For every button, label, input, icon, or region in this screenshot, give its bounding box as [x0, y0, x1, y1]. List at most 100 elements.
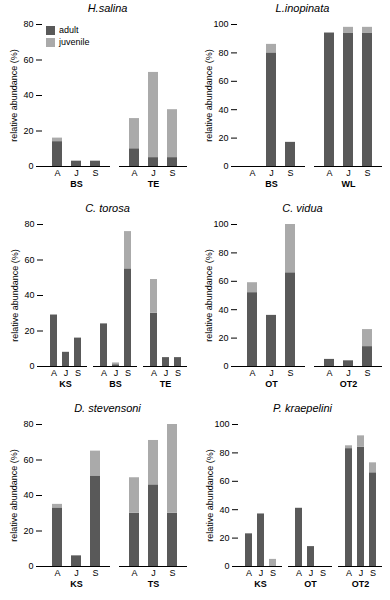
- svg-text:A: A: [296, 568, 302, 578]
- svg-text:BS: BS: [265, 179, 278, 189]
- svg-text:80: 80: [24, 219, 34, 229]
- svg-text:S: S: [75, 368, 81, 378]
- svg-text:relative abundance (%): relative abundance (%): [10, 249, 20, 342]
- svg-text:S: S: [287, 168, 293, 178]
- svg-text:BS: BS: [70, 179, 83, 189]
- svg-text:40: 40: [24, 290, 34, 300]
- svg-text:60: 60: [218, 276, 228, 286]
- svg-text:A: A: [346, 568, 352, 578]
- svg-text:relative abundance (%): relative abundance (%): [204, 249, 214, 342]
- svg-text:0: 0: [28, 561, 33, 571]
- svg-text:80: 80: [218, 248, 228, 258]
- svg-text:A: A: [249, 168, 255, 178]
- svg-text:relative abundance (%): relative abundance (%): [9, 449, 19, 542]
- svg-text:0: 0: [28, 161, 33, 171]
- svg-text:A: A: [151, 368, 157, 378]
- svg-text:A: A: [131, 168, 137, 178]
- svg-text:S: S: [320, 568, 326, 578]
- svg-text:J: J: [74, 568, 79, 578]
- svg-text:100: 100: [213, 219, 228, 229]
- svg-text:KS: KS: [59, 379, 72, 389]
- svg-text:BS: BS: [109, 379, 122, 389]
- html-text:C. torosa: C. torosa: [85, 202, 130, 214]
- svg-text:J: J: [64, 368, 69, 378]
- svg-text:relative abundance (%): relative abundance (%): [9, 49, 19, 142]
- svg-text:TS: TS: [148, 579, 160, 589]
- svg-text:relative abundance (%): relative abundance (%): [205, 449, 215, 542]
- svg-text:J: J: [164, 368, 169, 378]
- svg-text:20: 20: [218, 333, 228, 343]
- svg-text:20: 20: [219, 533, 229, 543]
- svg-text:A: A: [131, 568, 137, 578]
- svg-text:A: A: [249, 368, 255, 378]
- svg-text:J: J: [346, 168, 351, 178]
- svg-text:A: A: [246, 568, 252, 578]
- svg-text:80: 80: [218, 48, 228, 58]
- svg-text:20: 20: [24, 326, 34, 336]
- svg-text:S: S: [92, 568, 98, 578]
- svg-text:0: 0: [223, 161, 228, 171]
- svg-text:J: J: [309, 568, 314, 578]
- svg-text:J: J: [151, 168, 156, 178]
- svg-text:TE: TE: [160, 379, 172, 389]
- svg-text:J: J: [151, 568, 156, 578]
- html-text:C. vidua: C. vidua: [282, 202, 323, 214]
- svg-text:OT: OT: [265, 379, 278, 389]
- svg-text:A: A: [54, 168, 60, 178]
- svg-text:60: 60: [23, 455, 33, 465]
- svg-text:J: J: [359, 568, 364, 578]
- svg-text:TE: TE: [148, 179, 160, 189]
- svg-text:WL: WL: [342, 179, 356, 189]
- svg-text:J: J: [346, 368, 351, 378]
- svg-text:S: S: [175, 368, 181, 378]
- svg-text:KS: KS: [70, 579, 83, 589]
- svg-text:20: 20: [23, 126, 33, 136]
- svg-text:S: S: [270, 568, 276, 578]
- svg-text:J: J: [114, 368, 119, 378]
- svg-text:40: 40: [218, 305, 228, 315]
- svg-text:OT: OT: [304, 579, 317, 589]
- svg-text:0: 0: [223, 361, 228, 371]
- svg-text:relative abundance (%): relative abundance (%): [204, 49, 214, 142]
- svg-text:S: S: [169, 568, 175, 578]
- svg-text:A: A: [54, 568, 60, 578]
- svg-text:40: 40: [218, 105, 228, 115]
- svg-text:J: J: [269, 368, 274, 378]
- svg-text:A: A: [101, 368, 107, 378]
- svg-text:60: 60: [24, 255, 34, 265]
- html-text:H.salina: H.salina: [87, 2, 128, 14]
- svg-text:S: S: [370, 568, 376, 578]
- svg-text:80: 80: [23, 419, 33, 429]
- svg-text:KS: KS: [254, 579, 267, 589]
- svg-text:60: 60: [219, 476, 229, 486]
- svg-text:J: J: [74, 168, 79, 178]
- html-text:D. stevensoni: D. stevensoni: [74, 402, 141, 414]
- svg-text:A: A: [51, 368, 57, 378]
- svg-text:80: 80: [219, 448, 229, 458]
- svg-text:OT2: OT2: [352, 579, 370, 589]
- svg-text:60: 60: [218, 76, 228, 86]
- svg-text:OT2: OT2: [340, 379, 358, 389]
- svg-text:20: 20: [218, 133, 228, 143]
- svg-text:0: 0: [224, 561, 229, 571]
- svg-text:60: 60: [23, 55, 33, 65]
- svg-text:40: 40: [219, 505, 229, 515]
- svg-text:0: 0: [29, 361, 34, 371]
- svg-text:80: 80: [23, 19, 33, 29]
- svg-text:40: 40: [23, 490, 33, 500]
- html-text:L.inopinata: L.inopinata: [275, 2, 330, 14]
- svg-text:S: S: [92, 168, 98, 178]
- svg-text:S: S: [169, 168, 175, 178]
- svg-text:A: A: [326, 168, 332, 178]
- svg-text:S: S: [287, 368, 293, 378]
- svg-text:100: 100: [214, 419, 229, 429]
- svg-text:20: 20: [23, 526, 33, 536]
- svg-text:40: 40: [23, 90, 33, 100]
- svg-text:S: S: [125, 368, 131, 378]
- svg-text:100: 100: [213, 19, 228, 29]
- svg-text:S: S: [364, 368, 370, 378]
- svg-text:J: J: [269, 168, 274, 178]
- svg-text:A: A: [326, 368, 332, 378]
- svg-text:J: J: [259, 568, 264, 578]
- svg-text:S: S: [364, 168, 370, 178]
